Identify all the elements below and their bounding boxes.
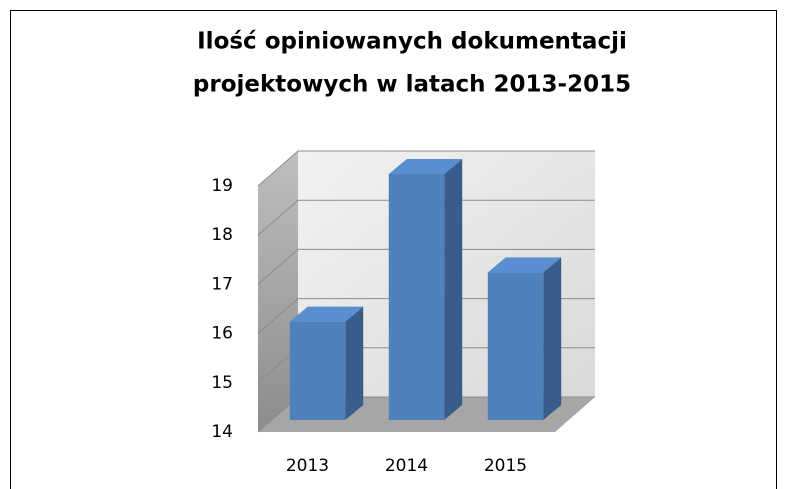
bar-front <box>289 321 346 420</box>
bar-side <box>345 306 364 420</box>
bar-front <box>388 174 445 420</box>
y-tick-label: 18 <box>211 225 233 245</box>
grid-line <box>257 248 595 285</box>
y-tick-label: 19 <box>211 176 233 196</box>
side-wall <box>258 151 298 432</box>
grid-line <box>257 150 595 187</box>
bar-top <box>388 159 463 174</box>
y-tick-label: 16 <box>211 324 233 344</box>
bar-top <box>487 257 562 273</box>
bar <box>487 257 562 420</box>
y-tick-label: 17 <box>211 274 233 294</box>
grid-line <box>257 199 595 236</box>
x-tick-label: 2015 <box>484 456 527 476</box>
x-tick-label: 2014 <box>385 456 428 476</box>
bar-front <box>487 272 544 420</box>
y-tick-label: 15 <box>211 373 233 393</box>
chart-title: projektowych w latach 2013-2015 <box>193 72 631 98</box>
y-tick-label: 14 <box>211 422 233 442</box>
bar-top <box>289 306 364 322</box>
x-tick-label: 2013 <box>286 456 329 476</box>
bar <box>388 159 463 420</box>
chart-title: Ilość opiniowanych dokumentacji <box>197 29 627 55</box>
bar-side <box>543 257 562 420</box>
bar <box>289 306 364 420</box>
bar-side <box>444 159 463 420</box>
